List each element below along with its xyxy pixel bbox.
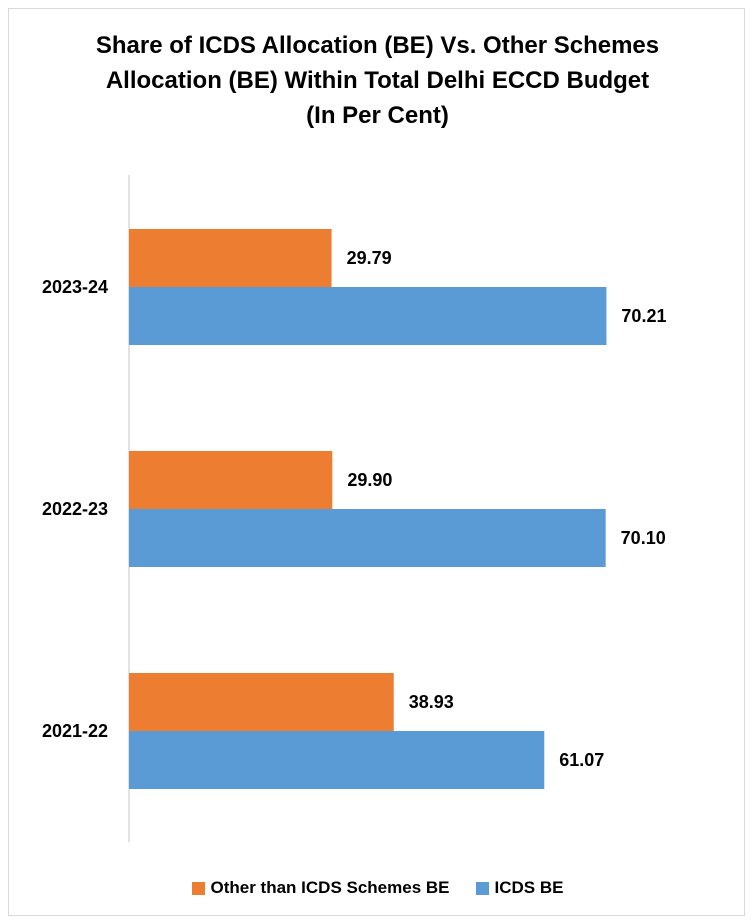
bar-icds xyxy=(129,287,607,345)
category-label: 2022-23 xyxy=(42,499,108,519)
bar-icds xyxy=(129,509,606,567)
data-label: 70.21 xyxy=(621,306,666,326)
bar-icds xyxy=(129,731,545,789)
legend-item-other: Other than ICDS Schemes BE xyxy=(191,878,450,898)
title-line-2: Allocation (BE) Within Total Delhi ECCD … xyxy=(105,67,650,94)
data-label: 29.90 xyxy=(347,470,392,490)
legend: Other than ICDS Schemes BE ICDS BE xyxy=(0,878,755,898)
legend-item-icds: ICDS BE xyxy=(475,878,564,898)
legend-swatch-icds xyxy=(475,881,489,895)
bar-other-than-icds xyxy=(129,451,333,509)
data-label: 29.79 xyxy=(347,248,392,268)
category-label: 2021-22 xyxy=(42,721,108,741)
legend-swatch-other xyxy=(191,881,205,895)
title-line-3: (In Per Cent) xyxy=(306,102,449,129)
legend-label-other: Other than ICDS Schemes BE xyxy=(210,878,450,897)
data-label: 38.93 xyxy=(409,692,454,712)
chart-title: Share of ICDS Allocation (BE) Vs. Other … xyxy=(0,28,755,133)
bar-other-than-icds xyxy=(129,673,394,731)
title-line-1: Share of ICDS Allocation (BE) Vs. Other … xyxy=(95,32,660,59)
legend-label-icds: ICDS BE xyxy=(494,878,564,897)
bar-other-than-icds xyxy=(129,229,332,287)
data-label: 61.07 xyxy=(559,750,604,770)
category-label: 2023-24 xyxy=(42,277,108,297)
data-label: 70.10 xyxy=(621,528,666,548)
